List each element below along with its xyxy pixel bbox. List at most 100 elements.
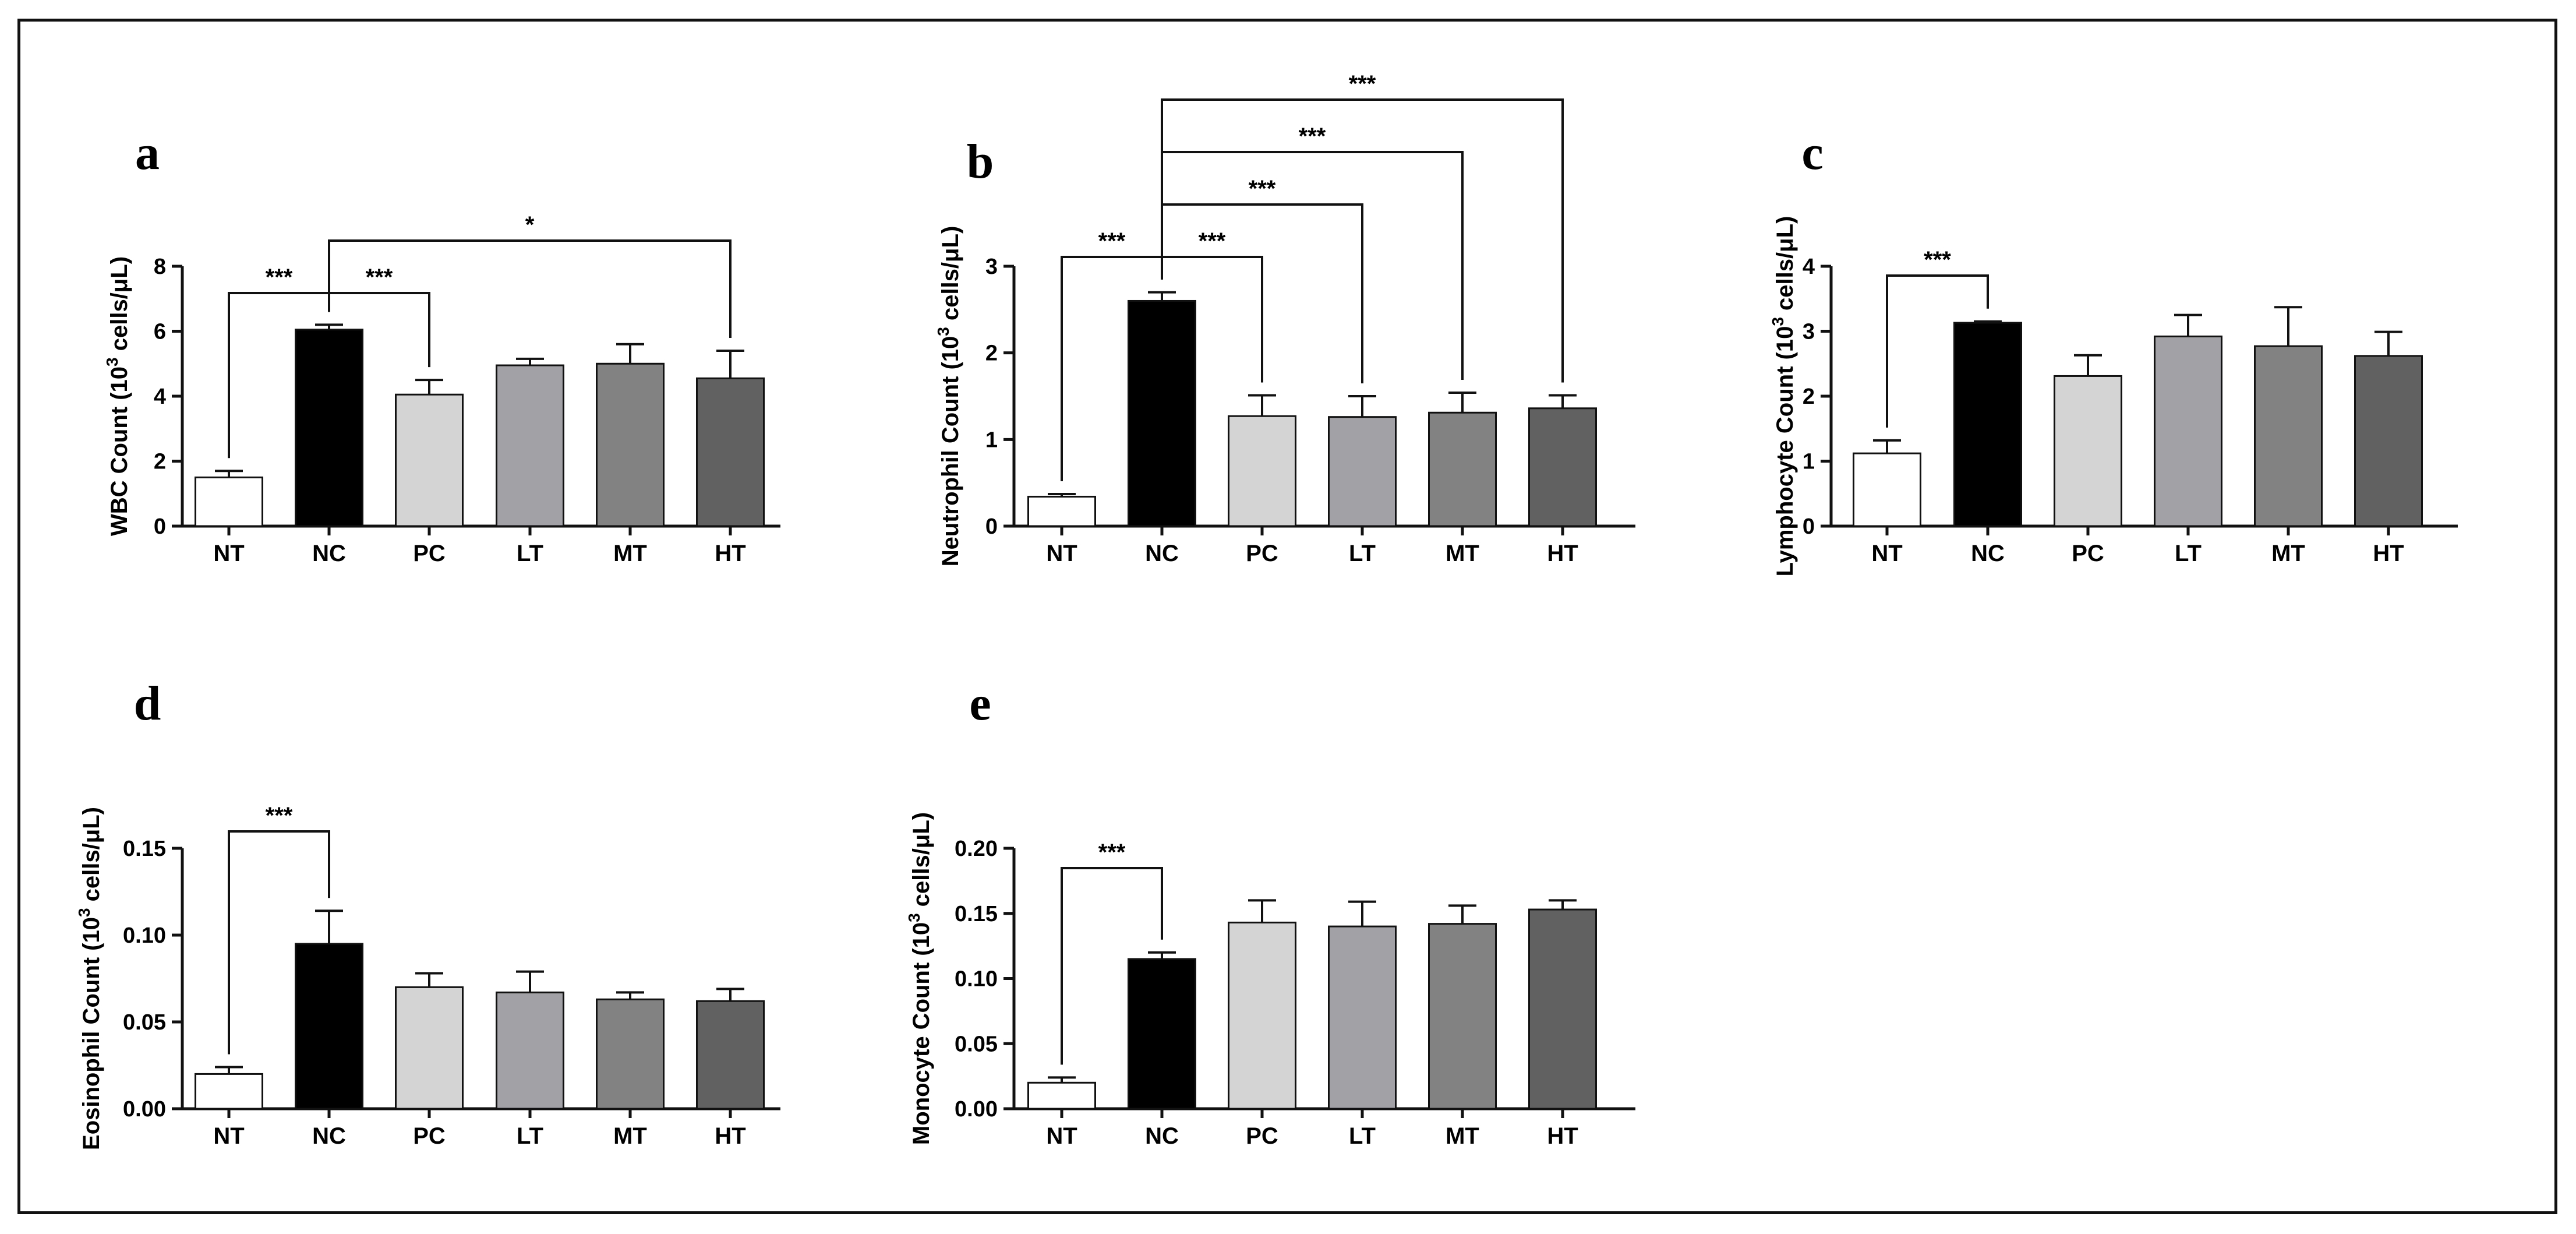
bar-mt (2254, 345, 2323, 527)
y-tick-label: 1 (1803, 450, 1815, 474)
bar-pc (1228, 415, 1296, 527)
x-tick-label: HT (2373, 541, 2404, 566)
y-axis-title: Eosinophil Count (103 cells/μL) (75, 807, 104, 1150)
x-tick-label: NC (1145, 541, 1179, 566)
panel-letter: d (134, 676, 161, 731)
bar-lt (1328, 416, 1397, 527)
x-tick-label: PC (413, 1123, 446, 1149)
y-tick-label: 8 (154, 255, 166, 279)
bar-nc (295, 943, 363, 1110)
bar-nt (195, 476, 263, 527)
y-tick-label: 2 (1803, 385, 1815, 409)
significance-bracket (1161, 98, 1564, 383)
significance-label: *** (1199, 228, 1226, 254)
x-tick-label: HT (715, 541, 745, 566)
bar-nc (1128, 299, 1196, 527)
bar-nc (295, 329, 363, 527)
y-tick-label: 0.10 (123, 923, 166, 948)
y-axis-title: Monocyte Count (103 cells/μL) (905, 812, 934, 1145)
bar-lt (496, 991, 564, 1110)
y-tick-label: 0.10 (955, 967, 998, 992)
x-tick-label: LT (517, 541, 543, 566)
bar-ht (2354, 355, 2423, 527)
x-tick-label: PC (1246, 541, 1278, 566)
y-tick-label: 0.15 (955, 902, 998, 926)
x-tick-label: NC (312, 541, 346, 566)
significance-bracket (328, 239, 732, 338)
y-tick-label: 2 (154, 450, 166, 474)
bar-pc (1228, 921, 1296, 1110)
significance-label: * (525, 212, 535, 238)
x-tick-label: PC (413, 541, 446, 566)
panel-letter: e (969, 676, 991, 731)
x-tick-label: MT (613, 541, 647, 566)
significance-bracket (1061, 867, 1163, 1065)
bar-mt (596, 998, 665, 1110)
bar-mt (1428, 923, 1497, 1110)
bar-nc (1953, 322, 2022, 527)
y-axis-title: Lymphocyte Count (103 cells/μL) (1769, 216, 1798, 577)
x-tick-label: NC (312, 1123, 346, 1149)
significance-label: *** (1098, 228, 1126, 254)
x-tick-label: NT (1046, 541, 1077, 566)
chart-panel-d: d 0.00 0.05 0.10 0.15 Eosinophil Count (103 c… (75, 676, 780, 1150)
chart-panel-a: a 0 2 4 6 8 WBC Count (103 cells/μL) NT NC PC LT MT… (103, 126, 780, 566)
y-tick-label: 0 (1803, 514, 1815, 539)
x-tick-label: LT (2175, 541, 2202, 566)
bar-ht (1528, 908, 1597, 1110)
y-tick-label: 0 (985, 514, 998, 539)
y-tick-label: 6 (154, 320, 166, 344)
bar-nt (1027, 495, 1096, 527)
bar-lt (2154, 335, 2222, 527)
bar-lt (1328, 925, 1397, 1110)
significance-label: *** (1249, 176, 1276, 202)
y-tick-label: 2 (985, 341, 998, 366)
x-tick-label: NT (1046, 1123, 1077, 1149)
y-tick-label: 3 (1803, 320, 1815, 344)
significance-label: *** (266, 803, 293, 828)
significance-label: *** (266, 265, 293, 290)
x-tick-label: NC (1971, 541, 2005, 566)
x-tick-label: PC (2072, 541, 2104, 566)
y-tick-label: 4 (154, 385, 166, 409)
y-tick-label: 1 (985, 428, 998, 452)
bar-nt (195, 1073, 263, 1110)
x-tick-label: LT (517, 1123, 543, 1149)
y-axis-title: WBC Count (103 cells/μL) (103, 256, 132, 536)
y-tick-label: 3 (985, 255, 998, 279)
figure-border (17, 19, 2557, 1214)
y-tick-label: 0.15 (123, 837, 166, 861)
y-axis-title: Neutrophil Count (103 cells/μL) (934, 226, 963, 567)
y-tick-label: 4 (1803, 255, 1815, 279)
chart-panel-b: b 0 1 2 3 Neutrophil Count (103 cells/μL) NT NC… (934, 71, 1635, 566)
chart-panel-e: e 0.00 0.05 0.10 0.15 0.20 Monocyte Count (103… (905, 676, 1635, 1149)
x-tick-label: MT (2271, 541, 2305, 566)
bar-pc (395, 986, 464, 1110)
significance-label: *** (1349, 71, 1376, 97)
bar-ht (696, 1000, 765, 1110)
bar-nt (1853, 452, 1921, 527)
bar-lt (496, 364, 564, 527)
x-tick-label: NT (213, 541, 244, 566)
significance-bracket (1161, 151, 1464, 380)
bar-ht (696, 377, 765, 527)
significance-bracket (228, 830, 330, 1055)
bar-mt (596, 362, 665, 527)
y-tick-label: 0 (154, 514, 166, 539)
significance-label: *** (1924, 247, 1951, 273)
y-tick-label: 0.00 (955, 1097, 998, 1122)
significance-label: *** (366, 265, 393, 290)
significance-label: *** (1299, 124, 1326, 149)
y-tick-label: 0.05 (123, 1010, 166, 1035)
x-tick-label: HT (715, 1123, 745, 1149)
bar-nc (1128, 958, 1196, 1110)
panel-letter: c (1801, 126, 1823, 180)
significance-bracket (1886, 274, 1989, 428)
x-tick-label: NT (1871, 541, 1902, 566)
bar-pc (395, 393, 464, 527)
y-tick-label: 0.20 (955, 837, 998, 861)
bar-ht (1528, 407, 1597, 527)
